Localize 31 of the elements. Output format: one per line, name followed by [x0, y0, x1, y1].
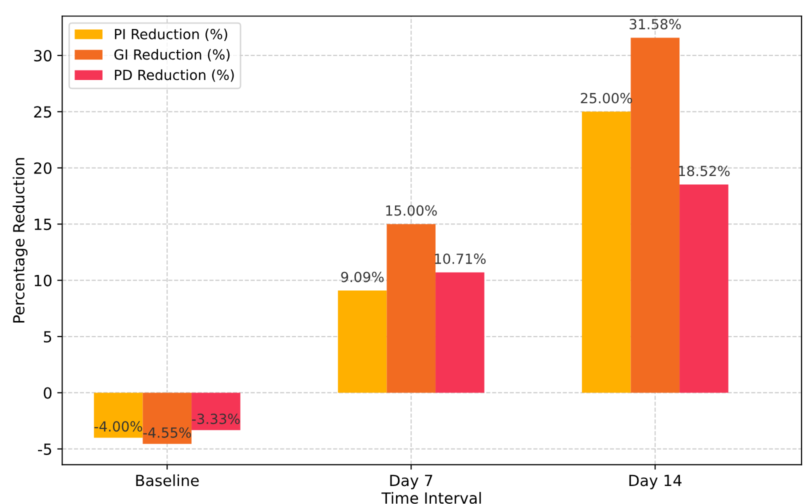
bar: [142, 392, 192, 444]
x-axis-title: Time Interval: [381, 492, 481, 504]
data-label: -4.00%: [94, 421, 142, 432]
y-tick-label: 15: [34, 218, 52, 230]
bar: [680, 184, 728, 393]
x-tick-label: Baseline: [136, 474, 199, 486]
y-axis-title: Percentage Reduction: [12, 158, 28, 322]
y-tick-label: 5: [44, 331, 52, 343]
data-label: 15.00%: [386, 205, 437, 216]
bar: [386, 224, 436, 393]
x-tick-label: Day 7: [390, 474, 432, 490]
bar: [192, 392, 240, 430]
y-tick-label: 20: [34, 162, 52, 174]
data-label: 31.58%: [630, 18, 681, 30]
legend-label: PD Reduction (%): [114, 69, 234, 82]
data-label: 9.09%: [341, 272, 384, 282]
y-tick-label: 10: [34, 274, 52, 286]
data-label: -3.33%: [192, 414, 240, 424]
legend-label: PI Reduction (%): [114, 28, 228, 42]
bar: [436, 272, 484, 393]
bar: [582, 112, 631, 393]
bar: [94, 392, 143, 438]
y-tick-label: 0: [44, 387, 52, 399]
y-tick-label: 25: [34, 106, 52, 118]
y-tick-label: -5: [38, 444, 52, 455]
data-label: -4.55%: [143, 427, 191, 438]
x-tick-label: Day 14: [629, 474, 682, 490]
bar: [630, 38, 680, 393]
y-tick-label: 30: [34, 50, 52, 62]
bar: [338, 290, 387, 393]
legend-label: GI Reduction (%): [114, 49, 230, 62]
